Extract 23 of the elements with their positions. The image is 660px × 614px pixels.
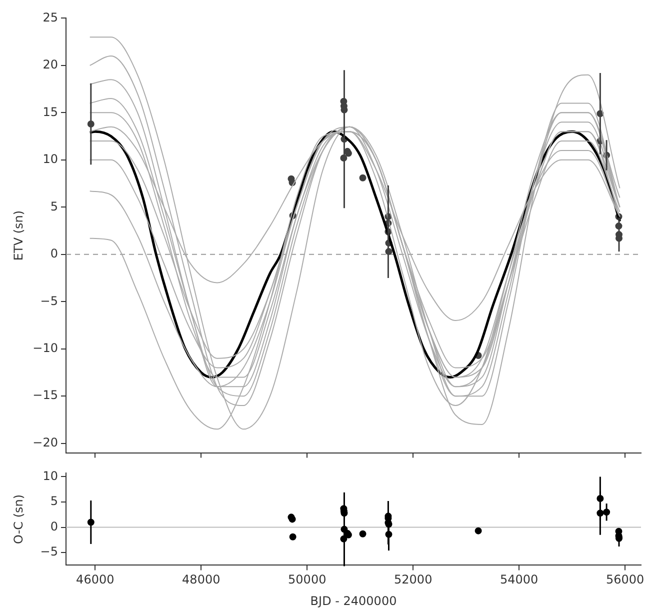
x-tick-label: 52000 [394, 572, 432, 587]
x-axis-title: BJD - 2400000 [310, 594, 397, 608]
x-tick-label: 56000 [606, 572, 644, 587]
y-axis-title: ETV (sn) [11, 210, 26, 261]
x-tick-label: 46000 [76, 572, 114, 587]
y-tick-label: 15 [42, 104, 58, 119]
y-tick-label: 25 [42, 10, 58, 24]
y-tick-label: 5 [50, 199, 58, 214]
y-tick-label: −20 [32, 435, 58, 450]
y-tick-label: 20 [42, 58, 58, 72]
x-tick-label: 54000 [500, 572, 538, 587]
y-tick-label: 10 [42, 152, 58, 166]
y-tick-label: −5 [40, 544, 58, 559]
x-tick-label: 48000 [182, 572, 220, 587]
y-tick-label: 10 [42, 468, 58, 483]
y-tick-label: 5 [50, 494, 58, 508]
y-tick-label: −10 [32, 341, 58, 355]
y-tick-label: −15 [32, 388, 58, 402]
y-axis-title: O-C (sn) [11, 494, 26, 544]
x-tick-label: 50000 [288, 572, 326, 587]
y-tick-label: −5 [40, 294, 58, 308]
y-tick-label: 0 [50, 246, 58, 261]
y-tick-label: 0 [50, 519, 58, 534]
